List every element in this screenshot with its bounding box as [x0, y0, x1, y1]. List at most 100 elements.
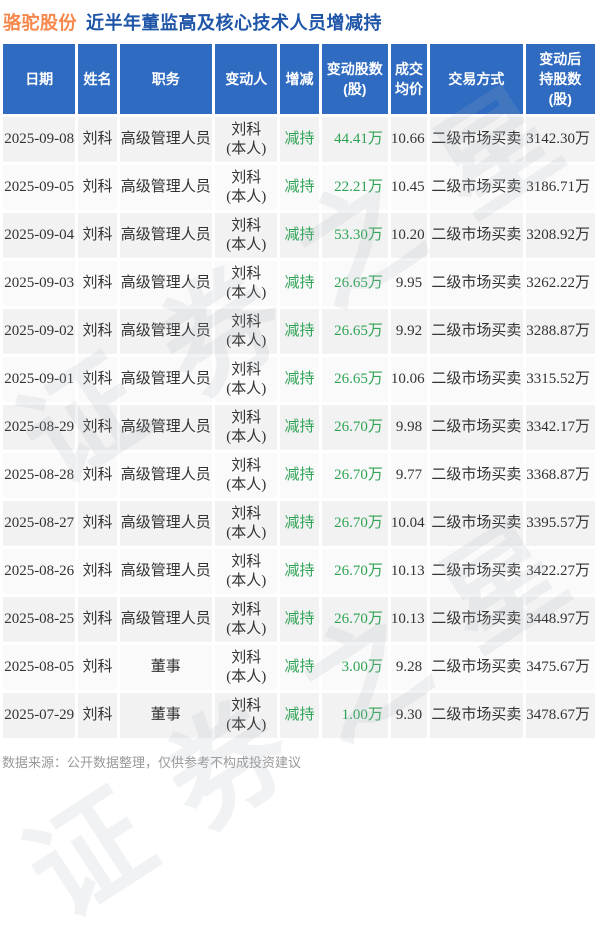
cell-avg_price: 9.95 — [390, 261, 428, 306]
cell-method: 二级市场买卖 — [430, 309, 523, 354]
table-row: 2025-08-27 刘科 高级管理人员 刘科 (本人) 减持 26.70万 10.04 二级… — [3, 501, 595, 546]
cell-method: 二级市场买卖 — [430, 213, 523, 258]
cell-avg_price: 10.66 — [390, 117, 428, 162]
table-row: 2025-07-29 刘科 董事 刘科 (本人) 减持 1.00万 9.30 二级市场买卖 34… — [3, 693, 595, 738]
cell-direction: 减持 — [280, 453, 319, 498]
cell-position: 高级管理人员 — [119, 309, 213, 354]
cell-date: 2025-08-29 — [3, 405, 76, 450]
cell-position: 高级管理人员 — [119, 405, 213, 450]
cell-avg_price: 10.20 — [390, 213, 428, 258]
col-header-position: 职务 — [119, 44, 213, 114]
table-row: 2025-09-03 刘科 高级管理人员 刘科 (本人) 减持 26.65万 9.95 二级市… — [3, 261, 595, 306]
cell-position: 董事 — [119, 693, 213, 738]
cell-direction: 减持 — [280, 309, 319, 354]
cell-shares: 53.30万 — [321, 213, 388, 258]
cell-changer: 刘科 (本人) — [215, 165, 278, 210]
title-text: 近半年董监高及核心技术人员增减持 — [86, 13, 382, 33]
cell-changer: 刘科 (本人) — [215, 261, 278, 306]
cell-after_shares: 3142.30万 — [525, 117, 595, 162]
cell-position: 董事 — [119, 645, 213, 690]
cell-name: 刘科 — [78, 453, 117, 498]
cell-name: 刘科 — [78, 117, 117, 162]
page-title: 骆驼股份 近半年董监高及核心技术人员增减持 — [0, 0, 600, 41]
holdings-change-table: 日期 姓名 职务 变动人 增减 变动股数 (股) 成交 均价 交易方式 变动后 持股数 (股) … — [0, 41, 598, 741]
cell-date: 2025-09-02 — [3, 309, 76, 354]
cell-name: 刘科 — [78, 549, 117, 594]
cell-after_shares: 3448.97万 — [525, 597, 595, 642]
cell-direction: 减持 — [280, 117, 319, 162]
cell-changer: 刘科 (本人) — [215, 405, 278, 450]
cell-after_shares: 3368.87万 — [525, 453, 595, 498]
cell-method: 二级市场买卖 — [430, 261, 523, 306]
cell-avg_price: 10.13 — [390, 597, 428, 642]
table-row: 2025-09-01 刘科 高级管理人员 刘科 (本人) 减持 26.65万 10.06 二级… — [3, 357, 595, 402]
cell-name: 刘科 — [78, 693, 117, 738]
cell-method: 二级市场买卖 — [430, 693, 523, 738]
cell-date: 2025-09-05 — [3, 165, 76, 210]
cell-position: 高级管理人员 — [119, 453, 213, 498]
cell-shares: 26.70万 — [321, 597, 388, 642]
cell-position: 高级管理人员 — [119, 501, 213, 546]
cell-position: 高级管理人员 — [119, 213, 213, 258]
cell-method: 二级市场买卖 — [430, 501, 523, 546]
cell-after_shares: 3342.17万 — [525, 405, 595, 450]
cell-after_shares: 3315.52万 — [525, 357, 595, 402]
cell-shares: 44.41万 — [321, 117, 388, 162]
cell-position: 高级管理人员 — [119, 597, 213, 642]
cell-method: 二级市场买卖 — [430, 405, 523, 450]
cell-after_shares: 3288.87万 — [525, 309, 595, 354]
cell-changer: 刘科 (本人) — [215, 693, 278, 738]
cell-avg_price: 10.45 — [390, 165, 428, 210]
cell-name: 刘科 — [78, 357, 117, 402]
cell-after_shares: 3478.67万 — [525, 693, 595, 738]
cell-position: 高级管理人员 — [119, 165, 213, 210]
cell-date: 2025-09-04 — [3, 213, 76, 258]
cell-shares: 26.65万 — [321, 309, 388, 354]
cell-name: 刘科 — [78, 645, 117, 690]
table-row: 2025-09-04 刘科 高级管理人员 刘科 (本人) 减持 53.30万 10.20 二级… — [3, 213, 595, 258]
cell-date: 2025-08-28 — [3, 453, 76, 498]
cell-date: 2025-08-27 — [3, 501, 76, 546]
cell-direction: 减持 — [280, 693, 319, 738]
cell-date: 2025-09-08 — [3, 117, 76, 162]
cell-method: 二级市场买卖 — [430, 357, 523, 402]
cell-position: 高级管理人员 — [119, 117, 213, 162]
cell-shares: 3.00万 — [321, 645, 388, 690]
table-row: 2025-09-08 刘科 高级管理人员 刘科 (本人) 减持 44.41万 10.66 二级… — [3, 117, 595, 162]
cell-date: 2025-09-03 — [3, 261, 76, 306]
cell-changer: 刘科 (本人) — [215, 645, 278, 690]
cell-after_shares: 3475.67万 — [525, 645, 595, 690]
cell-changer: 刘科 (本人) — [215, 501, 278, 546]
cell-changer: 刘科 (本人) — [215, 117, 278, 162]
cell-date: 2025-08-25 — [3, 597, 76, 642]
cell-changer: 刘科 (本人) — [215, 597, 278, 642]
cell-avg_price: 10.13 — [390, 549, 428, 594]
cell-name: 刘科 — [78, 165, 117, 210]
cell-avg_price: 9.30 — [390, 693, 428, 738]
col-header-after_shares: 变动后 持股数 (股) — [525, 44, 595, 114]
col-header-shares: 变动股数 (股) — [321, 44, 388, 114]
cell-avg_price: 10.06 — [390, 357, 428, 402]
cell-date: 2025-08-26 — [3, 549, 76, 594]
cell-avg_price: 9.92 — [390, 309, 428, 354]
cell-after_shares: 3186.71万 — [525, 165, 595, 210]
cell-after_shares: 3395.57万 — [525, 501, 595, 546]
footer-source-note: 数据来源：公开数据整理，仅供参考不构成投资建议 — [2, 755, 302, 770]
cell-changer: 刘科 (本人) — [215, 453, 278, 498]
col-header-changer: 变动人 — [215, 44, 278, 114]
col-header-method: 交易方式 — [430, 44, 523, 114]
cell-direction: 减持 — [280, 213, 319, 258]
cell-direction: 减持 — [280, 165, 319, 210]
cell-avg_price: 9.28 — [390, 645, 428, 690]
cell-name: 刘科 — [78, 597, 117, 642]
cell-name: 刘科 — [78, 405, 117, 450]
col-header-date: 日期 — [3, 44, 76, 114]
table-row: 2025-08-25 刘科 高级管理人员 刘科 (本人) 减持 26.70万 10.13 二级… — [3, 597, 595, 642]
col-header-direction: 增减 — [280, 44, 319, 114]
cell-shares: 26.65万 — [321, 357, 388, 402]
table-header-row: 日期 姓名 职务 变动人 增减 变动股数 (股) 成交 均价 交易方式 变动后 持股数 (股) — [3, 44, 595, 114]
cell-after_shares: 3262.22万 — [525, 261, 595, 306]
table-row: 2025-08-05 刘科 董事 刘科 (本人) 减持 3.00万 9.28 二级市场买卖 34… — [3, 645, 595, 690]
cell-direction: 减持 — [280, 501, 319, 546]
cell-direction: 减持 — [280, 357, 319, 402]
